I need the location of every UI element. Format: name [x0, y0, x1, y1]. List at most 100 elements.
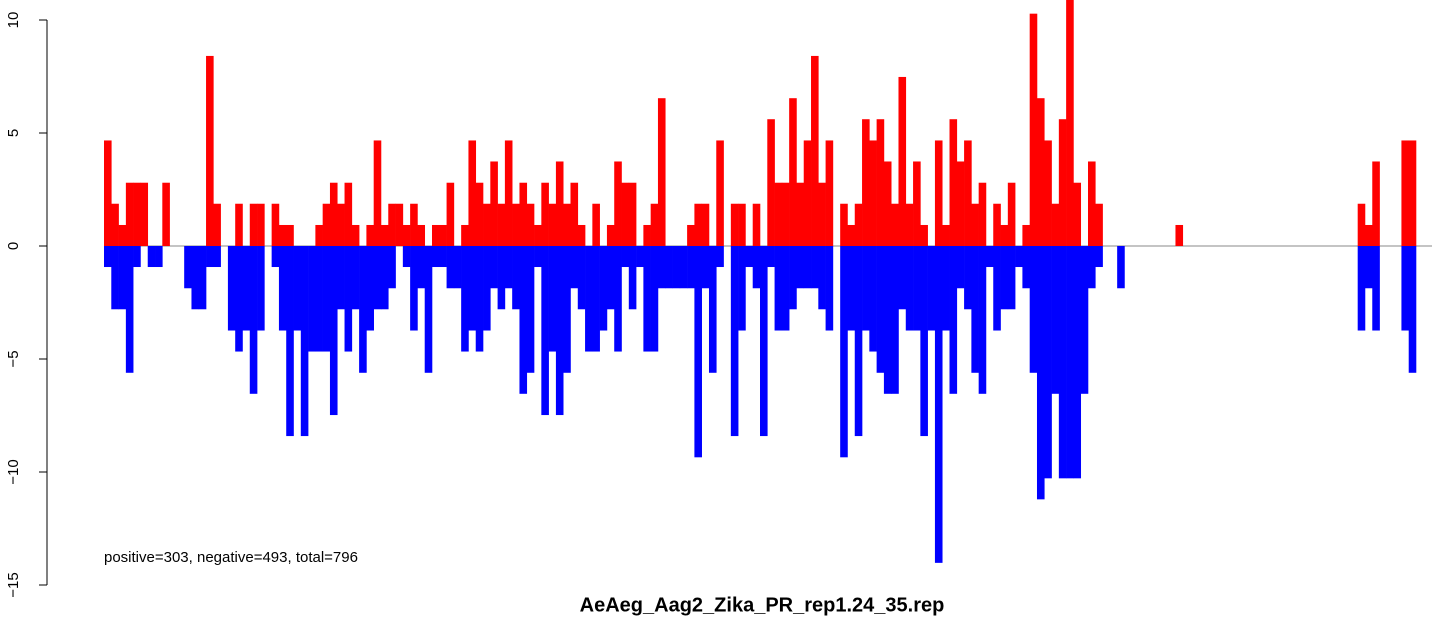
bar	[840, 203, 848, 246]
bar	[1401, 140, 1410, 246]
bar	[789, 246, 797, 310]
bar	[1408, 140, 1417, 246]
bar	[322, 246, 331, 352]
bar	[876, 246, 885, 373]
bar	[1066, 0, 1074, 246]
bar	[337, 246, 345, 310]
bar	[811, 55, 819, 247]
bar	[351, 246, 360, 310]
bar	[526, 246, 535, 373]
bar	[541, 246, 549, 416]
bar	[519, 182, 528, 246]
bar	[483, 203, 491, 246]
bar	[657, 98, 666, 246]
bar	[293, 246, 302, 331]
y-tick-label: −5	[5, 350, 22, 367]
bar	[971, 203, 979, 246]
bar	[905, 246, 914, 331]
bar	[599, 246, 608, 331]
bar	[555, 161, 564, 246]
bar	[1372, 161, 1380, 246]
bar	[1015, 246, 1023, 268]
bar	[716, 140, 724, 246]
bar	[942, 224, 950, 246]
bar	[1051, 246, 1060, 394]
bar	[840, 246, 848, 458]
bar	[606, 224, 615, 246]
bar	[504, 140, 513, 246]
bar	[461, 246, 469, 352]
bar	[512, 246, 520, 310]
bar	[402, 246, 411, 268]
bar	[1058, 119, 1067, 246]
bar	[650, 203, 659, 246]
bar	[388, 246, 396, 289]
bar	[1088, 246, 1096, 289]
bar	[949, 119, 958, 246]
bar	[206, 55, 214, 247]
bar	[373, 246, 382, 310]
bar	[1066, 246, 1074, 479]
bar	[592, 203, 600, 246]
bar	[563, 246, 571, 373]
bar	[344, 246, 353, 352]
bar	[621, 246, 630, 268]
bar	[1073, 246, 1082, 479]
bar	[380, 224, 389, 246]
bar	[519, 246, 528, 394]
bar	[862, 119, 870, 246]
bar	[1095, 246, 1103, 268]
y-tick-label: 0	[5, 242, 22, 250]
bar	[614, 246, 622, 352]
bar	[249, 203, 258, 246]
bar	[483, 246, 491, 331]
bar	[257, 203, 265, 246]
bar	[934, 140, 943, 246]
bar	[563, 203, 571, 246]
bar	[380, 246, 389, 310]
bar	[366, 224, 374, 246]
bar	[140, 182, 149, 246]
bar	[730, 203, 739, 246]
bar	[329, 182, 338, 246]
y-tick-label: −15	[5, 572, 22, 597]
bar	[971, 246, 979, 373]
annotation: positive=303, negative=493, total=796	[104, 549, 358, 566]
bar	[694, 203, 702, 246]
bar	[942, 246, 950, 331]
bar	[1357, 203, 1366, 246]
bar	[548, 203, 557, 246]
bar	[497, 246, 506, 310]
bar	[104, 246, 112, 268]
bar	[847, 224, 856, 246]
bar	[1058, 246, 1067, 479]
bar	[781, 246, 790, 331]
bar	[687, 246, 695, 289]
bar	[1364, 246, 1373, 289]
bar	[490, 161, 498, 246]
bar	[315, 224, 323, 246]
bar	[278, 224, 287, 246]
bar	[461, 224, 469, 246]
bar	[752, 246, 761, 289]
bar	[577, 246, 586, 310]
bar	[752, 203, 761, 246]
bar	[534, 246, 542, 268]
bar	[708, 246, 717, 373]
bar	[1044, 246, 1052, 479]
bar	[869, 140, 877, 246]
bar	[774, 246, 783, 331]
bar	[847, 246, 856, 331]
bar	[1022, 246, 1030, 289]
bar	[1364, 224, 1373, 246]
bar	[876, 119, 885, 246]
bar	[716, 246, 724, 268]
bar	[162, 182, 170, 246]
bar	[475, 246, 484, 352]
bar	[1088, 161, 1096, 246]
bar	[978, 182, 987, 246]
bar	[315, 246, 323, 352]
bar	[453, 246, 462, 289]
bar	[774, 182, 783, 246]
bar	[577, 224, 586, 246]
